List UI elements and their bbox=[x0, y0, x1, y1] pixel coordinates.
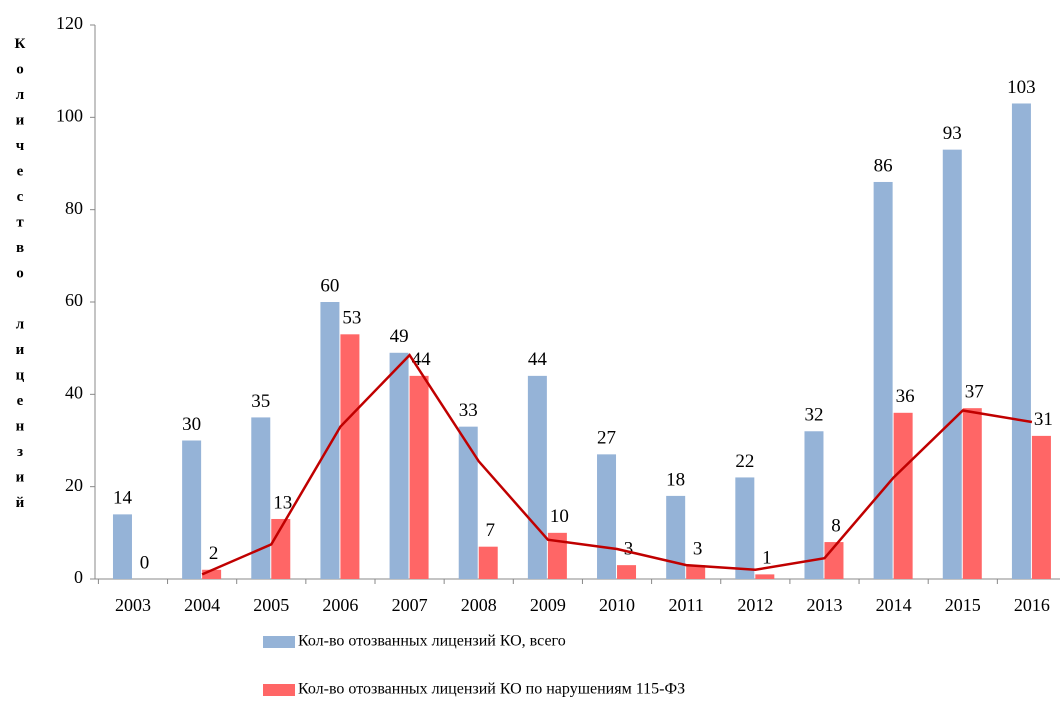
bar bbox=[686, 565, 706, 579]
bar bbox=[873, 181, 893, 579]
data-label: 44 bbox=[412, 349, 432, 370]
data-label: 1 bbox=[762, 548, 772, 569]
legend-swatch bbox=[263, 636, 295, 648]
x-tick-label: 2006 bbox=[322, 595, 358, 615]
data-label: 93 bbox=[943, 123, 962, 144]
data-label: 31 bbox=[1034, 409, 1053, 430]
data-label: 27 bbox=[597, 428, 616, 449]
bar bbox=[735, 477, 755, 579]
bar bbox=[112, 514, 132, 579]
data-label: 60 bbox=[320, 275, 339, 296]
data-label: 0 bbox=[140, 552, 150, 573]
bar bbox=[962, 408, 982, 579]
bar bbox=[527, 375, 547, 579]
bar bbox=[804, 431, 824, 579]
bar bbox=[340, 334, 360, 579]
data-label: 14 bbox=[113, 488, 133, 509]
x-tick-label: 2008 bbox=[461, 595, 497, 615]
data-label: 22 bbox=[735, 451, 754, 472]
bar bbox=[202, 569, 222, 579]
data-label: 2 bbox=[209, 543, 219, 564]
x-tick-label: 2005 bbox=[253, 595, 289, 615]
data-label: 3 bbox=[624, 539, 634, 560]
x-tick-label: 2004 bbox=[184, 595, 220, 615]
data-label: 3 bbox=[693, 539, 703, 560]
data-label: 53 bbox=[342, 308, 361, 329]
data-label: 32 bbox=[804, 405, 823, 426]
data-label: 37 bbox=[965, 382, 984, 403]
x-tick-label: 2013 bbox=[806, 595, 842, 615]
x-tick-label: 2007 bbox=[392, 595, 428, 615]
x-tick-label: 2015 bbox=[945, 595, 981, 615]
bar bbox=[251, 417, 271, 579]
bar bbox=[320, 302, 340, 579]
data-label: 33 bbox=[459, 400, 478, 421]
data-label: 13 bbox=[273, 492, 292, 513]
y-tick-label: 120 bbox=[56, 13, 83, 33]
bar bbox=[389, 352, 409, 579]
x-tick-label: 2009 bbox=[530, 595, 566, 615]
y-tick-label: 40 bbox=[65, 382, 83, 402]
data-label: 86 bbox=[874, 155, 893, 176]
y-tick-label: 100 bbox=[56, 105, 83, 125]
data-label: 8 bbox=[831, 515, 841, 536]
bar bbox=[597, 454, 617, 579]
data-label: 35 bbox=[251, 391, 270, 412]
bar bbox=[478, 546, 498, 579]
bar bbox=[617, 565, 637, 579]
bar bbox=[409, 375, 429, 579]
data-label: 36 bbox=[896, 386, 915, 407]
bar bbox=[1011, 103, 1031, 579]
data-label: 103 bbox=[1007, 77, 1036, 98]
legend-label: Кол-во отозванных лицензий КО, всего bbox=[298, 633, 566, 650]
data-label: 49 bbox=[390, 326, 409, 347]
legend-swatch bbox=[263, 684, 295, 696]
bar bbox=[755, 574, 775, 579]
bar bbox=[893, 412, 913, 579]
y-tick-label: 0 bbox=[74, 567, 83, 587]
y-tick-label: 80 bbox=[65, 198, 83, 218]
x-tick-label: 2012 bbox=[737, 595, 773, 615]
data-label: 44 bbox=[528, 349, 548, 370]
bar bbox=[1031, 435, 1051, 579]
bar bbox=[182, 440, 202, 579]
trend-line bbox=[201, 353, 1033, 576]
x-tick-label: 2003 bbox=[115, 595, 151, 615]
data-label: 18 bbox=[666, 469, 685, 490]
x-tick-label: 2014 bbox=[876, 595, 912, 615]
bar bbox=[547, 532, 567, 579]
data-label: 30 bbox=[182, 414, 201, 435]
legend-label: Кол-во отозванных лицензий КО по нарушен… bbox=[298, 681, 685, 698]
bar bbox=[942, 149, 962, 579]
data-label: 10 bbox=[550, 506, 569, 527]
y-tick-label: 60 bbox=[65, 290, 83, 310]
y-tick-label: 20 bbox=[65, 475, 83, 495]
x-tick-label: 2016 bbox=[1014, 595, 1050, 615]
x-tick-label: 2011 bbox=[669, 595, 704, 615]
x-tick-label: 2010 bbox=[599, 595, 635, 615]
bar bbox=[666, 495, 686, 579]
bar bbox=[458, 426, 478, 579]
data-label: 7 bbox=[485, 520, 495, 541]
